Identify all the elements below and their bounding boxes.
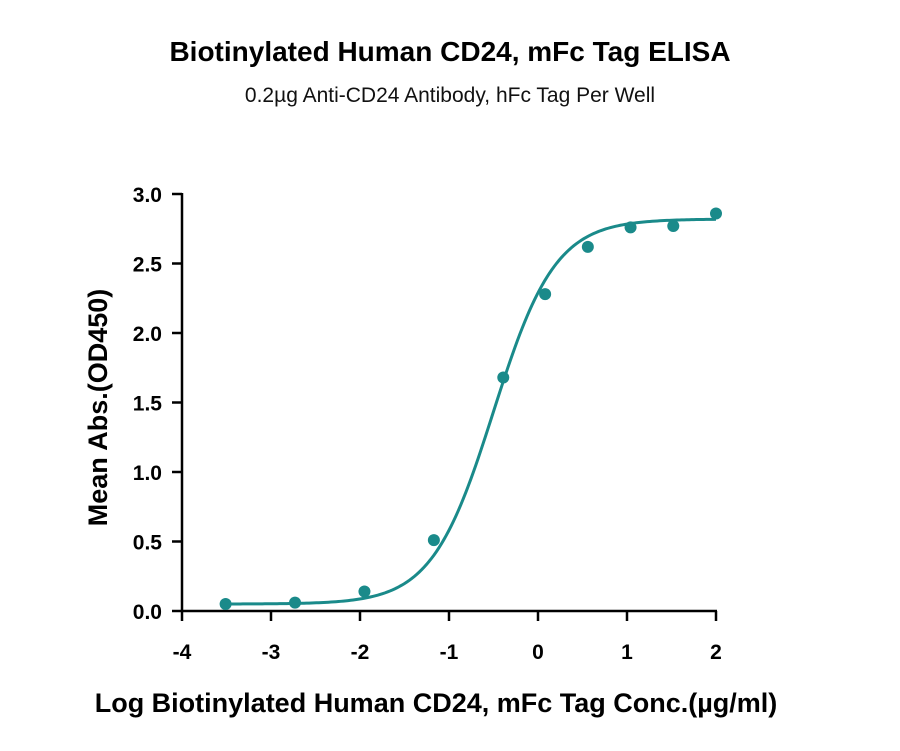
y-axis-label: Mean Abs.(OD450)	[83, 289, 113, 527]
data-point	[539, 288, 552, 301]
y-tick-label: 0.0	[133, 601, 162, 624]
y-tick-label: 1.5	[133, 393, 163, 416]
y-tick-label: 1.0	[133, 462, 162, 485]
data-point	[624, 221, 637, 234]
y-tick-label: 2.0	[133, 323, 162, 346]
x-axis-label: Log Biotinylated Human CD24, mFc Tag Con…	[95, 688, 778, 718]
x-tick-label: 0	[532, 641, 544, 664]
y-tick-label: 2.5	[133, 254, 163, 277]
x-tick-label: -2	[351, 641, 370, 664]
data-point	[667, 219, 680, 232]
data-point	[710, 207, 722, 220]
x-tick-label: 2	[710, 641, 722, 664]
y-tick-label: 3.0	[133, 184, 162, 207]
data-point	[219, 598, 232, 611]
x-tick-label: -1	[440, 641, 459, 664]
data-point	[358, 585, 371, 598]
fit-curve	[225, 217, 717, 606]
data-point	[581, 240, 594, 253]
chart-subtitle: 0.2µg Anti-CD24 Antibody, hFc Tag Per We…	[244, 84, 656, 107]
data-point	[427, 534, 440, 547]
chart-title: Biotinylated Human CD24, mFc Tag ELISA	[169, 36, 731, 67]
y-tick-label: 0.5	[133, 532, 163, 555]
data-point	[289, 596, 302, 609]
x-tick-label: -3	[262, 641, 281, 664]
data-point	[497, 371, 510, 384]
x-tick-label: -4	[173, 641, 192, 664]
x-tick-label: 1	[621, 641, 633, 664]
